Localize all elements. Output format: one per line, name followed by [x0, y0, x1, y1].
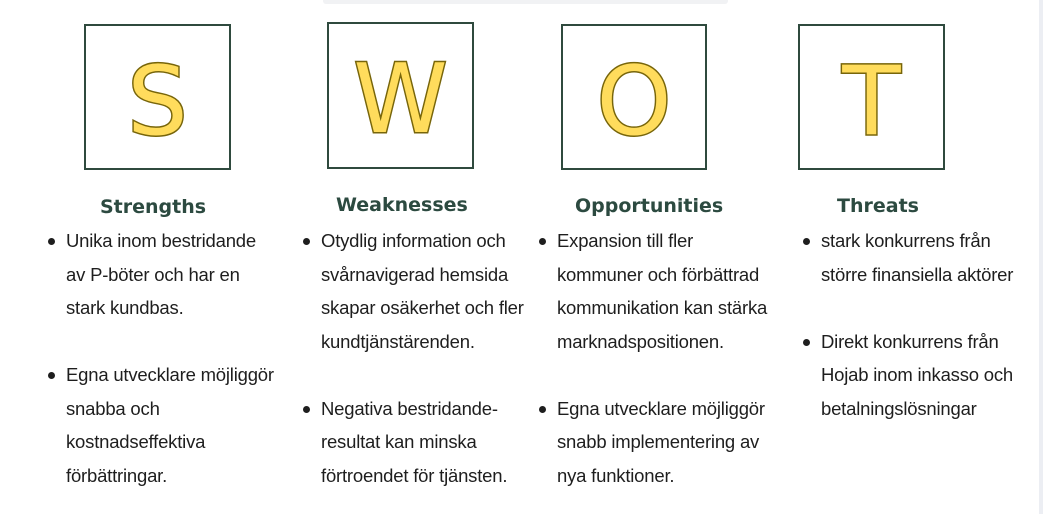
heading-opportunities: Opportunities: [575, 195, 724, 217]
letter-o: O: [596, 47, 671, 157]
list-item: stark konkurrens från större finansiella…: [803, 224, 1035, 291]
top-divider: [323, 0, 728, 4]
letter-box-o: O: [561, 24, 707, 170]
letter-box-t: T: [798, 24, 945, 170]
letter-s-graphic: S: [126, 45, 189, 158]
letter-o-graphic: O: [595, 45, 673, 158]
letter-s: S: [127, 47, 188, 157]
opportunities-list: Expansion till fler kommuner och förbätt…: [539, 224, 779, 492]
list-item: Egna utvecklare möjliggör snabb implemen…: [539, 392, 779, 493]
list-item: Egna utvecklare möjliggör snabba och kos…: [48, 358, 280, 492]
weaknesses-list: Otydlig information och svårnavigerad he…: [303, 224, 525, 492]
list-item: Unika inom bestridande av P-böter och ha…: [48, 224, 280, 325]
letter-box-w: W: [327, 22, 474, 169]
list-item: Direkt konkurrens från Hojab inom inkass…: [803, 325, 1035, 426]
right-edge: [1039, 0, 1043, 514]
strengths-list: Unika inom bestridande av P-böter och ha…: [48, 224, 280, 492]
letter-w-graphic: W: [352, 44, 449, 157]
threats-list: stark konkurrens från större finansiella…: [803, 224, 1035, 425]
list-item: Expansion till fler kommuner och förbätt…: [539, 224, 779, 358]
letter-t: T: [841, 47, 901, 157]
letter-box-s: S: [84, 24, 231, 170]
heading-strengths: Strengths: [100, 196, 207, 218]
letter-w: W: [353, 45, 447, 155]
list-item: Otydlig information och svårnavigerad he…: [303, 224, 525, 358]
letter-t-graphic: T: [840, 45, 903, 158]
list-item: Negativa bestridande-resultat kan minska…: [303, 392, 525, 493]
heading-threats: Threats: [837, 195, 919, 217]
heading-weaknesses: Weaknesses: [336, 194, 468, 216]
